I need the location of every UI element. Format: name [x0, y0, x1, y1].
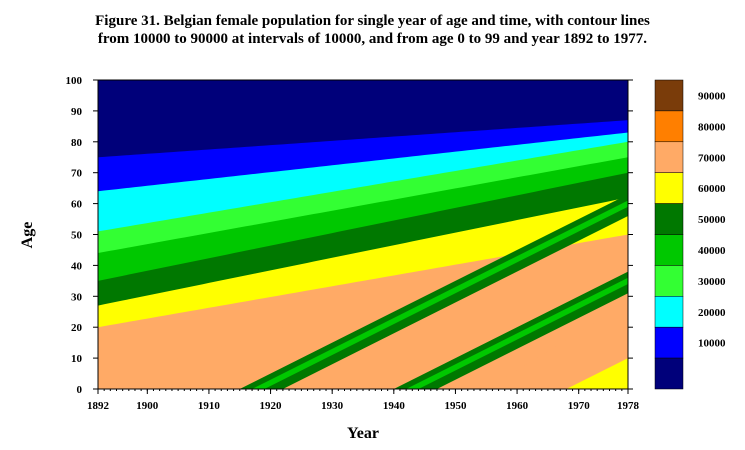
legend-swatch [654, 172, 684, 204]
y-tick-label: 70 [71, 168, 83, 180]
x-tick-label: 1900 [136, 400, 159, 412]
y-tick-label: 30 [71, 291, 83, 303]
legend-swatch [654, 296, 684, 328]
y-tick-label: 10 [71, 353, 83, 365]
x-tick-label: 1978 [617, 400, 640, 412]
chart-title: Figure 31. Belgian female population for… [0, 12, 745, 48]
y-tick-label: 20 [71, 322, 83, 334]
legend-label: 40000 [698, 245, 726, 257]
y-tick-label: 100 [66, 75, 83, 87]
legend-swatch [654, 141, 684, 173]
legend-swatch [654, 357, 684, 390]
x-tick-label: 1910 [198, 400, 221, 412]
y-tick-label: 80 [71, 137, 83, 149]
plot-area [98, 80, 628, 390]
diagonal-band-core-2 [406, 277, 628, 389]
legend-label: 80000 [698, 121, 726, 133]
x-tick-label: 1920 [260, 400, 283, 412]
legend-label: 60000 [698, 183, 726, 195]
x-tick-label: 1950 [444, 400, 467, 412]
legend-swatch [654, 79, 684, 112]
legend-label: 70000 [698, 152, 726, 164]
y-tick-label: 0 [77, 384, 83, 396]
diagonal-band-core-1 [252, 200, 628, 389]
legend-label: 20000 [698, 307, 726, 319]
x-tick-label: 1960 [506, 400, 529, 412]
title-line-1: Figure 31. Belgian female population for… [95, 13, 650, 29]
y-tick-label: 90 [71, 106, 83, 118]
legend-swatch [654, 203, 684, 235]
x-tick-label: 1940 [383, 400, 406, 412]
diagonal-band-2 [393, 271, 628, 389]
legend-label: 30000 [698, 276, 726, 288]
legend: 90000 80000 70000 60000 50000 40000 30000 20000… [654, 79, 726, 390]
y-axis: 0 10 20 30 40 50 60 70 80 90 100 [66, 75, 633, 396]
legend-label: 10000 [698, 338, 726, 350]
lower-right-orange-region [486, 302, 628, 389]
legend-swatch [654, 326, 684, 359]
legend-label: 50000 [698, 214, 726, 226]
legend-swatch [654, 265, 684, 297]
x-axis-label: Year [347, 425, 379, 442]
x-tick-label: 1970 [568, 400, 591, 412]
x-tick-label: 1892 [87, 400, 110, 412]
y-axis-label: Age [19, 222, 36, 249]
legend-swatch [654, 234, 684, 266]
y-tick-label: 40 [71, 260, 83, 272]
x-axis: 1892 1900 1910 1920 1930 1940 1950 1960 1970 1978 [87, 389, 640, 412]
y-tick-label: 50 [71, 230, 83, 242]
x-tick-label: 1930 [321, 400, 344, 412]
lower-right-yellow-region [566, 358, 628, 389]
y-tick-label: 60 [71, 199, 83, 211]
legend-label: 90000 [698, 90, 726, 102]
legend-swatch [654, 110, 684, 143]
title-line-2: from 10000 to 90000 at intervals of 1000… [97, 31, 648, 47]
